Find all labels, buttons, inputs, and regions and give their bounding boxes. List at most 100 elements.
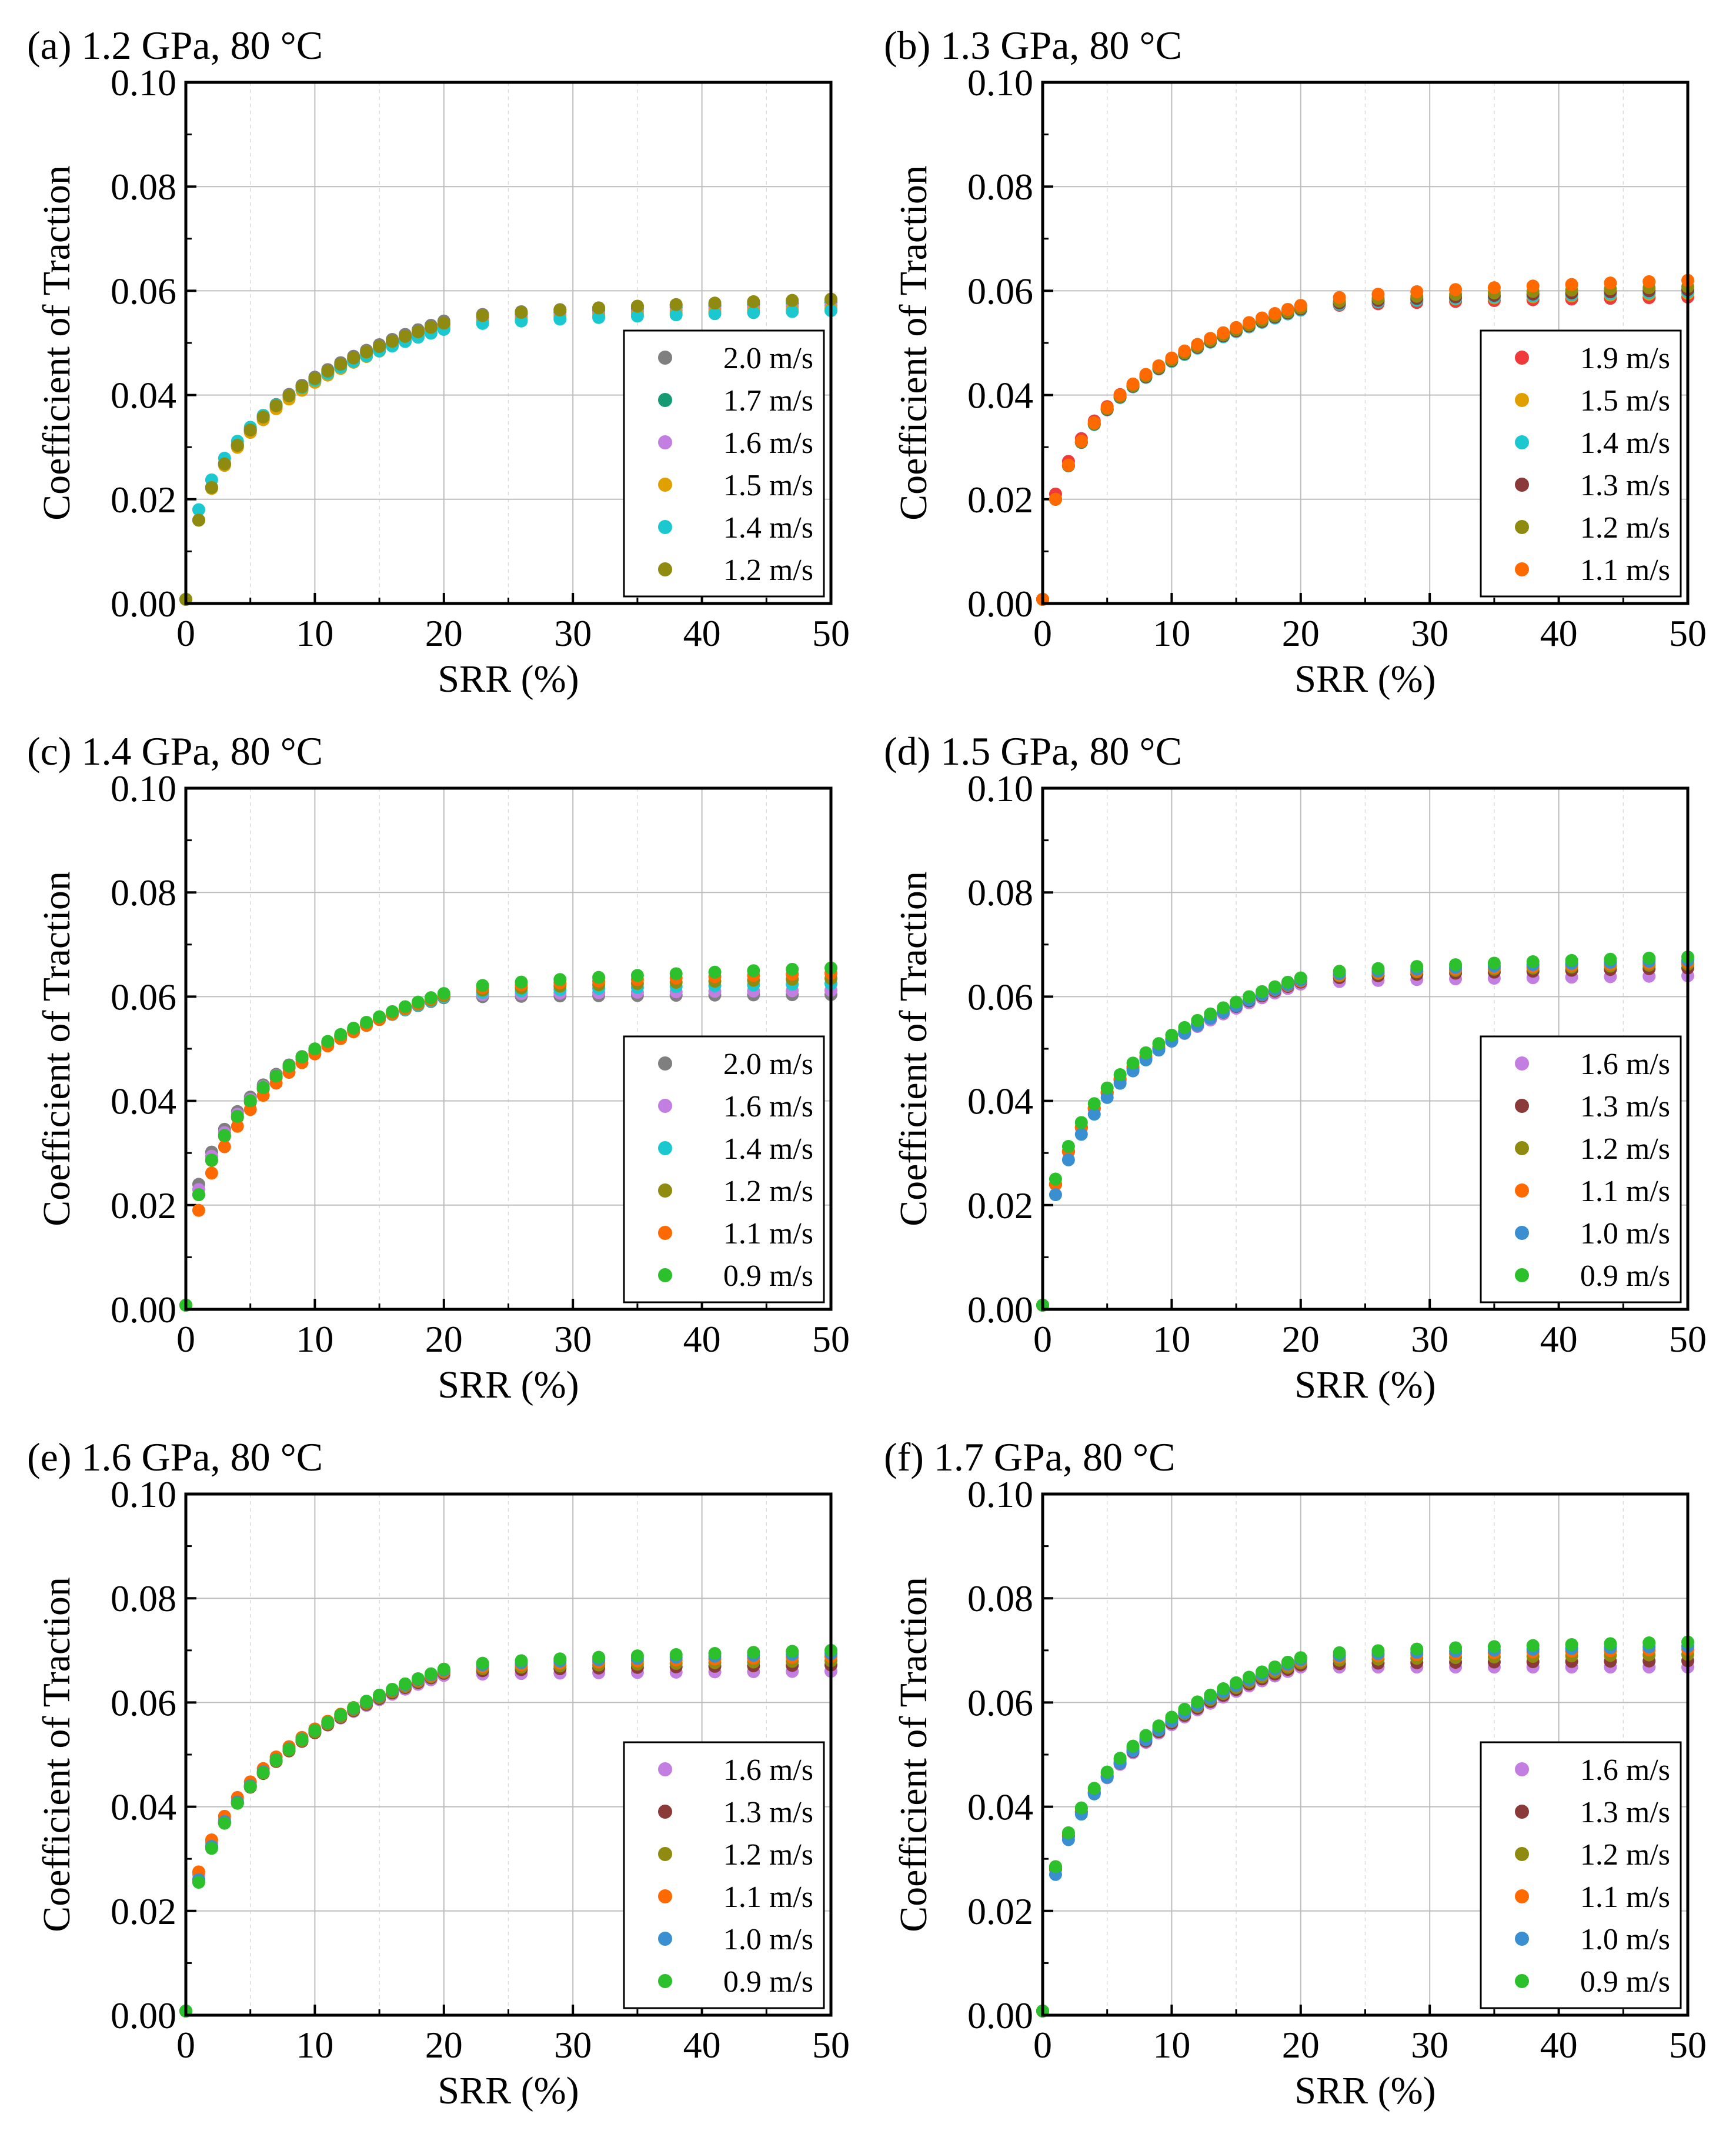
data-point	[218, 457, 231, 471]
data-point	[1565, 1638, 1578, 1651]
legend-entry: 0.9 m/s	[723, 1965, 813, 1999]
data-point	[192, 1876, 205, 1889]
x-tick-label: 0	[176, 1318, 195, 1360]
data-point	[373, 1688, 386, 1702]
y-axis-label: Coefficient of Traction	[892, 165, 935, 521]
data-point	[1565, 278, 1578, 291]
data-point	[243, 424, 257, 437]
series-12-points	[179, 292, 837, 606]
data-point	[1061, 1826, 1075, 1839]
data-point	[1268, 307, 1281, 321]
legend-box	[623, 329, 825, 598]
y-tick-label: 0.08	[967, 166, 1033, 208]
data-point	[1604, 952, 1617, 966]
legend-entry: 1.6 m/s	[1580, 1048, 1670, 1081]
x-axis-label: SRR (%)	[1294, 2069, 1435, 2112]
data-point	[1139, 1729, 1153, 1742]
y-tick-label: 0.04	[967, 1081, 1033, 1122]
legend-marker	[1515, 1099, 1529, 1113]
data-point	[360, 345, 373, 359]
legend-marker	[658, 1762, 672, 1776]
data-point	[630, 969, 644, 982]
y-tick-label: 0.00	[967, 1995, 1033, 2036]
data-point	[360, 1016, 373, 1029]
data-point	[295, 1050, 309, 1063]
legend-entry: 1.2 m/s	[723, 1175, 813, 1208]
y-tick-label: 0.08	[111, 1578, 176, 1619]
data-point	[1165, 351, 1179, 365]
data-point	[1191, 338, 1204, 351]
data-point	[1410, 285, 1424, 298]
data-point	[295, 1733, 309, 1746]
data-point	[747, 1646, 760, 1659]
data-point	[708, 307, 722, 321]
x-tick-label: 20	[1282, 612, 1320, 654]
legend-entry: 1.1 m/s	[1580, 1175, 1670, 1208]
data-point	[347, 1022, 360, 1035]
y-tick-label: 0.10	[111, 768, 176, 809]
legend-box	[1480, 1741, 1682, 2009]
legend-entry: 1.5 m/s	[1580, 384, 1670, 418]
legend-marker	[1515, 1932, 1529, 1946]
plot-frame	[1041, 786, 1690, 1311]
x-tick-label: 0	[176, 2024, 195, 2066]
legend-marker	[658, 1974, 672, 1988]
data-point	[1268, 1660, 1281, 1673]
data-point	[282, 389, 296, 402]
data-point	[515, 1654, 528, 1668]
legend-marker	[658, 351, 672, 365]
data-point	[269, 399, 283, 412]
legend-marker	[658, 1889, 672, 1903]
chart-panel-a: (a) 1.2 GPa, 80 °C 0 10 20 30 40 50 0.00 0.02 0.0…	[27, 23, 850, 701]
data-point	[1074, 434, 1088, 448]
legend-entry: 1.2 m/s	[723, 553, 813, 587]
data-point	[592, 301, 606, 315]
x-tick-label: 20	[425, 1318, 463, 1360]
data-point	[347, 351, 360, 365]
data-point	[321, 1035, 335, 1048]
y-tick-label: 0.08	[967, 1578, 1033, 1619]
legend-marker	[658, 435, 672, 449]
data-point	[1217, 1682, 1230, 1696]
x-tick-label: 40	[1540, 1318, 1578, 1360]
plot-frame	[184, 81, 833, 605]
data-point	[334, 1028, 348, 1041]
data-point	[243, 1094, 257, 1108]
legend-box	[623, 1035, 825, 1303]
data-point	[476, 309, 489, 322]
data-point	[231, 1109, 244, 1123]
data-point	[553, 312, 567, 326]
data-point	[1113, 1752, 1127, 1765]
data-point	[321, 365, 335, 378]
data-point	[1294, 1651, 1307, 1665]
x-axis-label: SRR (%)	[1294, 658, 1435, 701]
data-point	[1449, 958, 1463, 972]
data-point	[1049, 1172, 1062, 1186]
y-tick-label: 0.00	[967, 583, 1033, 625]
data-point	[1410, 960, 1424, 973]
chart-panel-e: (e) 1.6 GPa, 80 °C 0 10 20 30 40 50 0.00 0.02 0.0…	[27, 1435, 850, 2112]
y-tick-label: 0.06	[967, 270, 1033, 312]
data-point	[231, 1119, 244, 1133]
data-point	[1126, 1056, 1140, 1070]
data-point	[1113, 388, 1127, 402]
legend-entry: 1.3 m/s	[1580, 1796, 1670, 1829]
legend: 1.6 m/s 1.3 m/s 1.2 m/s 1.1 m/s 1.0 m/s 0.9 m…	[1480, 1741, 1682, 2009]
data-point	[669, 1648, 683, 1661]
data-point	[1526, 1639, 1540, 1652]
legend-marker	[1515, 520, 1529, 534]
panel-title: (b) 1.3 GPa, 80 °C	[884, 23, 1182, 68]
legend-marker	[1515, 1268, 1529, 1282]
data-point	[1178, 1702, 1191, 1716]
y-tick-label: 0.02	[111, 479, 176, 521]
data-point	[1255, 311, 1268, 325]
y-tick-label: 0.08	[111, 872, 176, 913]
data-point	[592, 1650, 606, 1664]
data-point	[1526, 955, 1540, 969]
data-point	[295, 380, 309, 394]
legend-entry: 1.1 m/s	[723, 1217, 813, 1251]
y-tick-label: 0.10	[111, 1473, 176, 1515]
data-point	[1487, 956, 1501, 970]
data-point	[1049, 492, 1062, 506]
y-tick-label: 0.10	[111, 62, 176, 104]
